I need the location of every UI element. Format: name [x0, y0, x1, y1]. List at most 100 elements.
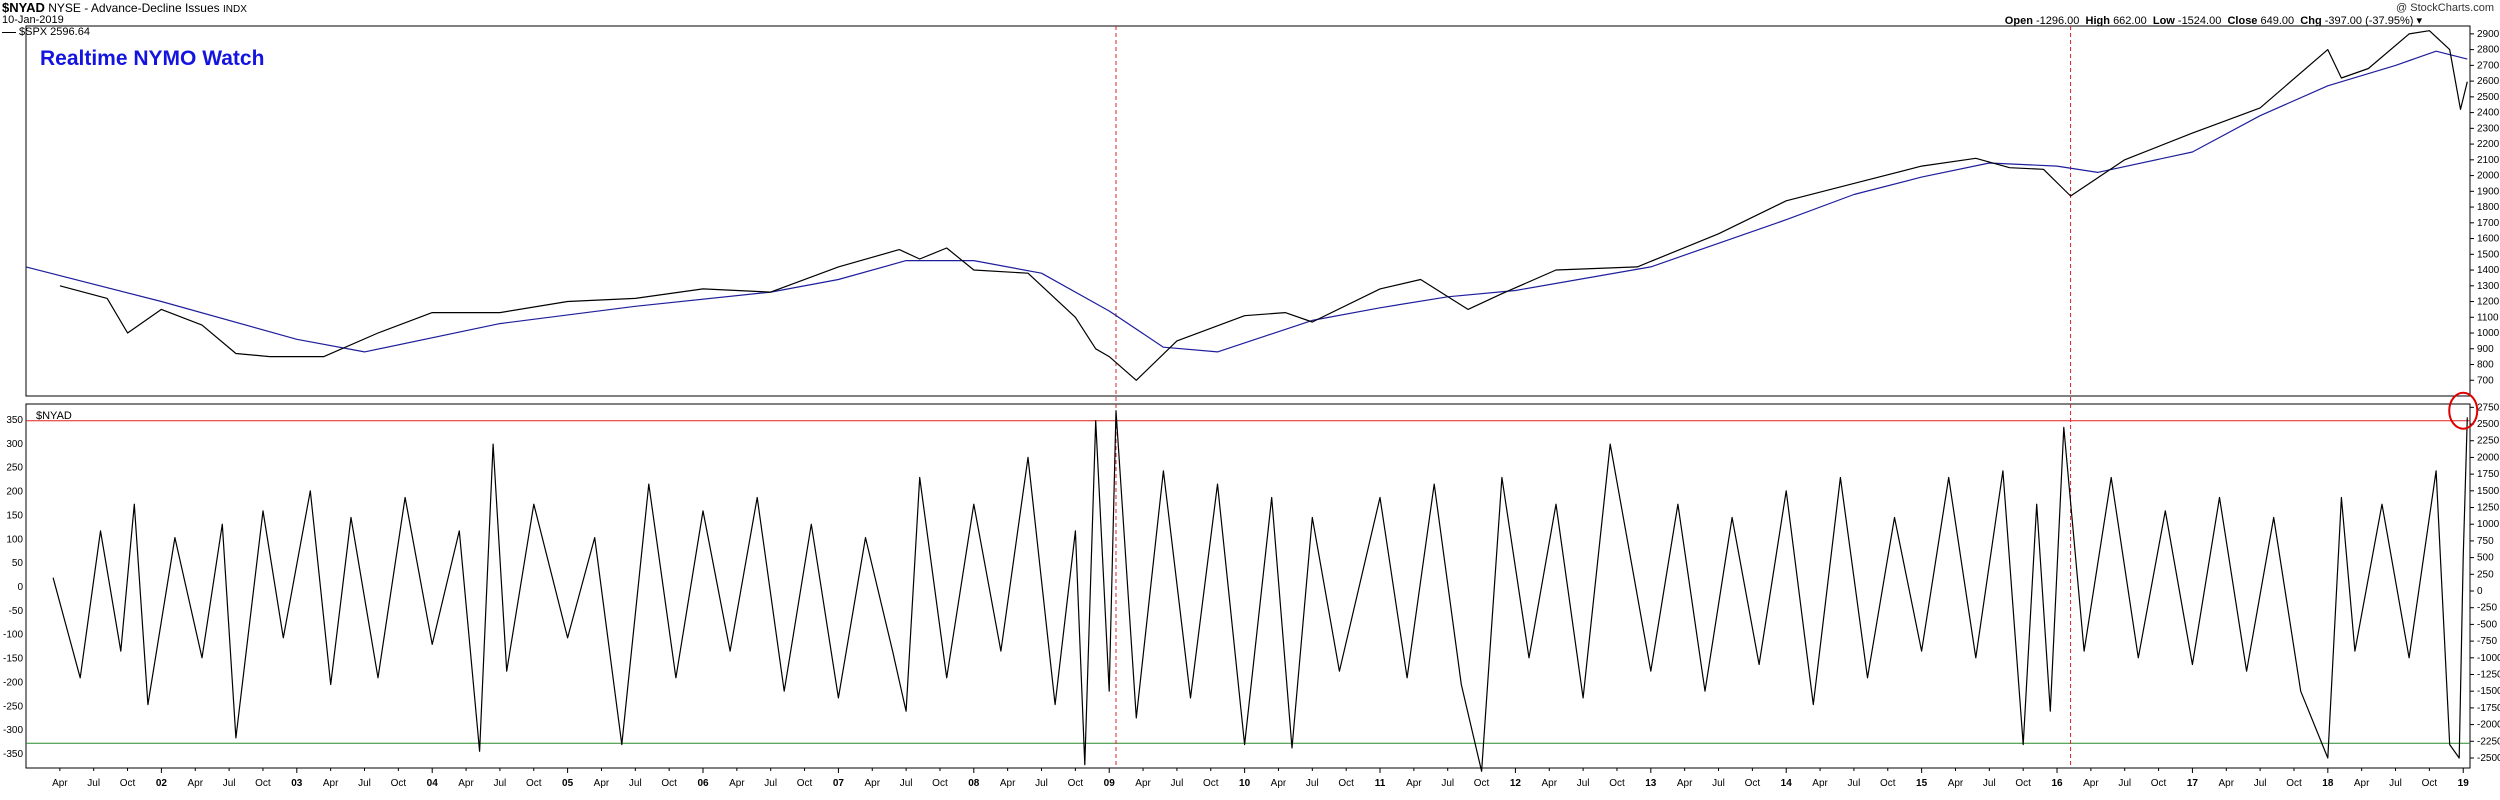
lower-y-tick-label-left: -50 — [9, 606, 24, 617]
x-month-label: Oct — [1474, 778, 1490, 789]
x-month-label: Jul — [900, 778, 913, 789]
x-year-label: 06 — [697, 778, 709, 789]
x-year-label: 08 — [968, 778, 980, 789]
x-month-label: Apr — [1406, 778, 1422, 789]
x-year-label: 02 — [156, 778, 168, 789]
upper-y-tick-label: 2400 — [2477, 108, 2500, 119]
lower-y-tick-label-right: -750 — [2477, 636, 2497, 647]
x-month-label: Jul — [764, 778, 777, 789]
symbol-description: NYSE - Advance-Decline Issues — [48, 1, 220, 15]
x-month-label: Jul — [223, 778, 236, 789]
x-month-label: Oct — [2286, 778, 2302, 789]
x-year-label: 11 — [1375, 778, 1386, 789]
x-month-label: Oct — [2015, 778, 2031, 789]
chart-date: 10-Jan-2019 — [2, 14, 64, 26]
annotation-text: Realtime NYMO Watch — [40, 47, 265, 70]
spx-moving-average-line — [25, 50, 2468, 353]
chevron-down-icon[interactable]: ▾ — [2416, 15, 2422, 27]
x-year-label: 10 — [1239, 778, 1251, 789]
x-month-label: Apr — [1135, 778, 1151, 789]
x-year-label: 12 — [1510, 778, 1522, 789]
upper-panel-frame — [25, 25, 2471, 397]
open-value: -1296.00 — [2035, 15, 2080, 27]
upper-y-tick-label: 2500 — [2477, 92, 2500, 103]
lower-y-tick-label-right: 1000 — [2477, 519, 2500, 530]
upper-y-tick-label: 1800 — [2477, 202, 2500, 213]
lower-y-tick-label-right: 1500 — [2477, 486, 2500, 497]
x-month-label: Jul — [1171, 778, 1184, 789]
upper-y-tick-label: 2700 — [2477, 60, 2500, 71]
spx-price-line — [59, 30, 2468, 381]
x-month-label: Oct — [391, 778, 407, 789]
lower-y-tick-label-right: -1250 — [2477, 669, 2500, 680]
lower-y-tick-label-right: 750 — [2477, 536, 2494, 547]
close-value: 649.00 — [2260, 15, 2295, 27]
lower-panel-frame — [25, 403, 2471, 769]
x-year-label: 13 — [1645, 778, 1657, 789]
lower-y-tick-label-left: 0 — [17, 582, 23, 593]
lower-y-tick-label-right: -2500 — [2477, 753, 2500, 764]
exchange: INDX — [222, 4, 247, 15]
x-month-label: Oct — [1338, 778, 1354, 789]
lower-y-tick-label-right: 2500 — [2477, 419, 2500, 430]
x-year-label: 05 — [562, 778, 574, 789]
x-month-label: Apr — [2218, 778, 2234, 789]
lower-y-tick-label-left: 150 — [6, 510, 23, 521]
x-month-label: Apr — [2083, 778, 2099, 789]
x-month-label: Oct — [661, 778, 677, 789]
spx-legend-text: $SPX 2596.64 — [19, 26, 90, 38]
high-value: 662.00 — [2113, 15, 2147, 27]
x-month-label: Jul — [494, 778, 507, 789]
upper-y-tick-label: 2200 — [2477, 139, 2500, 150]
lower-y-tick-label-left: -250 — [3, 701, 23, 712]
close-label: Close — [2227, 15, 2258, 27]
highlight-circle — [2448, 391, 2479, 430]
lower-panel-label: $NYAD — [36, 410, 72, 422]
low-value: -1524.00 — [2177, 15, 2222, 27]
x-month-label: Apr — [2354, 778, 2370, 789]
lower-y-tick-label-left: 350 — [6, 415, 23, 426]
lower-y-tick-label-right: 2000 — [2477, 452, 2500, 463]
x-month-label: Oct — [932, 778, 948, 789]
upper-y-tick-label: 1100 — [2477, 312, 2499, 323]
open-label: Open — [2004, 15, 2033, 27]
x-month-label: Jul — [1712, 778, 1725, 789]
lower-y-tick-label-right: -1750 — [2477, 703, 2500, 714]
upper-y-tick-label: 900 — [2477, 344, 2494, 355]
x-month-label: Jul — [2118, 778, 2131, 789]
lower-y-tick-label-right: -1000 — [2477, 653, 2500, 664]
upper-y-tick-label: 700 — [2477, 375, 2494, 386]
upper-y-tick-label: 1500 — [2477, 249, 2500, 260]
x-month-label: Oct — [526, 778, 542, 789]
lower-y-tick-label-right: 250 — [2477, 569, 2494, 580]
x-month-label: Apr — [1948, 778, 1964, 789]
lower-y-tick-label-left: 300 — [6, 439, 23, 450]
x-year-label: 16 — [2051, 778, 2063, 789]
x-year-label: 14 — [1781, 778, 1793, 789]
upper-y-tick-label: 2900 — [2477, 29, 2500, 40]
upper-y-tick-label: 1400 — [2477, 265, 2500, 276]
lower-y-tick-label-right: 1750 — [2477, 469, 2500, 480]
upper-y-tick-label: 1200 — [2477, 297, 2500, 308]
lower-y-tick-label-right: 500 — [2477, 553, 2494, 564]
ohlc-readout: Open -1296.00 High 662.00 Low -1524.00 C… — [2005, 14, 2422, 28]
lower-y-tick-label-left: -150 — [3, 654, 23, 665]
x-month-label: Jul — [1577, 778, 1590, 789]
lower-y-tick-label-right: 1250 — [2477, 503, 2500, 514]
x-year-label: 17 — [2187, 778, 2199, 789]
upper-y-tick-label: 2600 — [2477, 76, 2500, 87]
x-month-label: Oct — [1609, 778, 1625, 789]
x-year-label: 19 — [2458, 778, 2470, 789]
x-month-label: Apr — [458, 778, 474, 789]
x-month-label: Oct — [797, 778, 813, 789]
lower-y-tick-label-left: -350 — [3, 749, 23, 760]
upper-y-tick-label: 1700 — [2477, 218, 2500, 229]
x-month-label: Oct — [120, 778, 136, 789]
x-month-label: Jul — [1035, 778, 1048, 789]
x-year-label: 09 — [1104, 778, 1116, 789]
lower-y-tick-label-right: 0 — [2477, 586, 2483, 597]
lower-y-tick-label-right: 2250 — [2477, 436, 2500, 447]
x-month-label: Apr — [52, 778, 68, 789]
lower-y-tick-label-left: -100 — [3, 630, 23, 641]
